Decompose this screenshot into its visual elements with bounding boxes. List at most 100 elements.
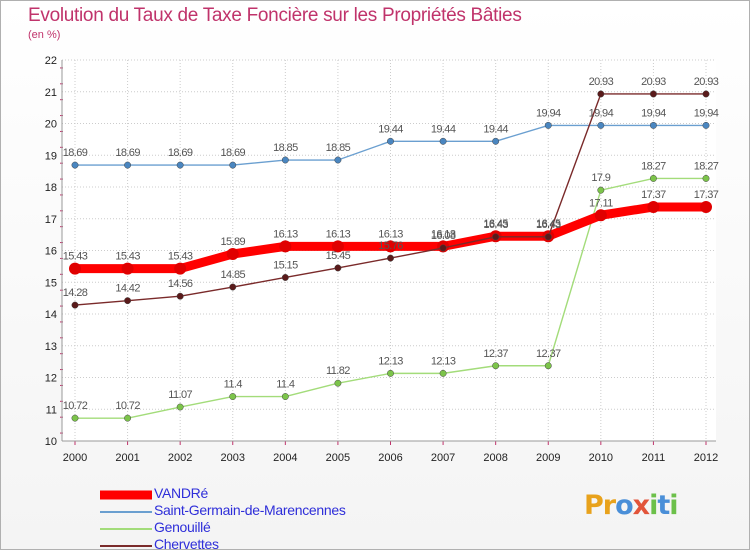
data-label: 11.07 — [168, 389, 192, 401]
data-label: 15.89 — [220, 236, 245, 248]
data-label: 10.72 — [63, 400, 88, 412]
data-label: 18.69 — [115, 147, 140, 159]
data-point — [387, 254, 394, 262]
y-tick-label: 19 — [45, 150, 57, 162]
data-label: 18.85 — [273, 142, 298, 154]
data-point — [334, 156, 342, 164]
unit-label: (en %) — [28, 29, 61, 41]
legend-swatch — [100, 544, 152, 547]
data-label: 18.69 — [168, 147, 193, 159]
y-tick-label: 22 — [45, 55, 57, 67]
data-label: 15.15 — [273, 259, 298, 271]
data-point — [281, 393, 289, 400]
x-tick-label: 2007 — [431, 452, 455, 464]
y-tick-label: 12 — [45, 373, 57, 385]
data-point — [176, 161, 184, 169]
data-label: 16.45 — [536, 218, 561, 230]
y-tick-label: 20 — [45, 119, 57, 131]
data-point — [702, 121, 710, 129]
data-point — [492, 233, 500, 241]
x-tick-label: 2003 — [221, 452, 245, 464]
data-label: 18.69 — [220, 147, 245, 159]
data-point — [649, 90, 657, 98]
data-label: 19.44 — [431, 123, 456, 135]
data-label: 19.44 — [483, 123, 508, 135]
data-point — [121, 262, 134, 275]
data-point — [226, 247, 239, 260]
data-label: 16.13 — [431, 228, 456, 240]
data-label: 16.13 — [378, 228, 403, 240]
data-point — [649, 121, 657, 129]
data-point — [279, 240, 292, 253]
data-point — [492, 137, 500, 145]
data-point — [544, 233, 552, 241]
data-point — [649, 174, 657, 182]
data-label: 18.69 — [63, 147, 88, 159]
x-tick-label: 2008 — [483, 452, 507, 464]
x-tick-label: 2001 — [115, 452, 139, 464]
data-label: 16.45 — [483, 218, 508, 230]
data-label: 16.43 — [483, 219, 508, 231]
data-label: 12.37 — [483, 348, 508, 360]
data-label: 11.4 — [276, 379, 295, 391]
data-point — [597, 186, 605, 194]
y-tick-label: 17 — [45, 214, 57, 226]
data-point — [334, 264, 342, 272]
y-tick-label: 18 — [45, 182, 57, 194]
y-tick-label: 10 — [45, 436, 57, 448]
legend-swatch — [100, 490, 152, 499]
data-label: 12.13 — [431, 355, 456, 367]
data-point — [71, 301, 79, 309]
x-tick-label: 2000 — [63, 452, 87, 464]
proxiti-logo: Proxiti — [584, 490, 679, 521]
data-label: 18.85 — [326, 142, 351, 154]
data-point — [124, 414, 132, 422]
data-point — [331, 240, 344, 253]
data-label: 19.44 — [378, 123, 403, 135]
data-point — [597, 121, 605, 129]
data-point — [229, 283, 237, 291]
data-label: 10.72 — [115, 400, 140, 412]
data-label: 14.42 — [115, 283, 140, 295]
y-tick-label: 13 — [45, 341, 57, 353]
x-tick-label: 2011 — [642, 452, 666, 464]
legend-label: VANDRé — [154, 485, 208, 501]
data-label: 12.37 — [536, 348, 561, 360]
legend-swatch — [100, 527, 152, 530]
data-point — [174, 262, 187, 275]
data-label: 20.93 — [641, 76, 666, 88]
data-label: 15.45 — [326, 250, 351, 262]
data-point — [229, 393, 237, 400]
data-point — [176, 403, 184, 411]
y-tick-label: 14 — [45, 309, 57, 321]
data-label: 17.37 — [694, 189, 719, 201]
data-point — [69, 262, 81, 275]
data-label: 17.11 — [589, 197, 613, 209]
x-tick-label: 2009 — [536, 452, 560, 464]
y-tick-label: 11 — [46, 404, 57, 416]
x-tick-label: 2002 — [168, 452, 192, 464]
legend-label: Saint-Germain-de-Marencennes — [154, 502, 346, 518]
data-point — [124, 297, 132, 305]
chart-title: Evolution du Taux de Taxe Foncière sur l… — [28, 5, 522, 26]
data-point — [647, 201, 660, 214]
data-point — [594, 209, 607, 222]
x-tick-label: 2005 — [326, 452, 350, 464]
y-tick-label: 15 — [45, 277, 57, 289]
data-point — [702, 90, 710, 98]
data-point — [702, 174, 710, 182]
data-label: 19.94 — [536, 107, 561, 119]
data-label: 14.28 — [63, 287, 88, 299]
legend-label: Genouillé — [154, 519, 211, 535]
data-point — [439, 244, 447, 252]
data-label: 16.08 — [431, 230, 456, 242]
data-label: 16.43 — [536, 219, 561, 231]
data-label: 18.27 — [641, 160, 666, 172]
data-point — [281, 274, 289, 281]
data-label: 20.93 — [694, 76, 719, 88]
data-point — [439, 369, 447, 377]
data-point — [700, 201, 712, 214]
data-point — [544, 362, 552, 370]
data-point — [71, 161, 79, 169]
